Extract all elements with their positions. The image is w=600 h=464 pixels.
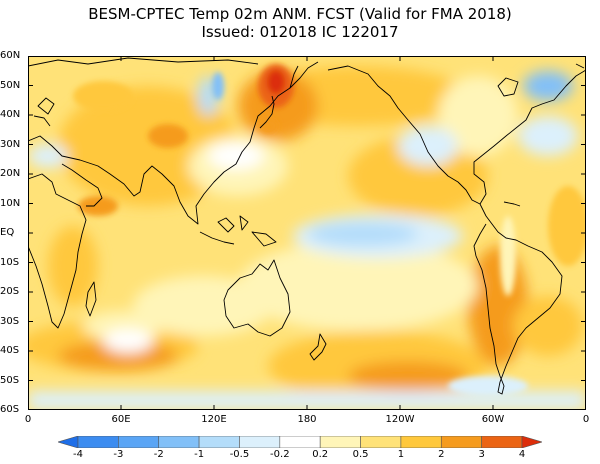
anomaly-hotspots: [73, 64, 586, 396]
colorbar-swatch: [319, 436, 361, 448]
lat-label: 30S: [0, 315, 20, 327]
colorbar-swatch: [239, 436, 281, 448]
colorbar-swatch: [279, 436, 321, 448]
colorbar-tick-label: -2: [153, 449, 164, 460]
lat-label: 30N: [0, 138, 21, 150]
colorbar-swatch: [360, 436, 402, 448]
lon-label: 120W: [385, 414, 415, 425]
lon-label: 60W: [481, 414, 505, 425]
colorbar-swatch: [118, 436, 160, 448]
colorbar-tick-label: -1: [194, 449, 205, 460]
colorbar-tick-label: -4: [73, 449, 83, 460]
lat-label: 20S: [0, 286, 20, 297]
colorbar-tick-label: 0.5: [352, 449, 369, 460]
lat-label: 50N: [0, 79, 21, 91]
colorbar-swatch: [521, 436, 542, 448]
colorbar-tick-label: 1: [397, 449, 405, 460]
lon-label: 0: [582, 414, 590, 425]
lat-label: 60S: [0, 404, 20, 415]
lon-label: 60E: [111, 414, 131, 425]
chart-subtitle: Issued: 012018 IC 122017: [201, 23, 399, 41]
lat-label: 40S: [0, 345, 20, 356]
colorbar-tick-label: 2: [438, 449, 445, 460]
colorbar-tick-label: -3: [113, 449, 124, 460]
colorbar-tick-label: -0.2: [270, 449, 290, 460]
lon-label: 120E: [201, 414, 227, 425]
colorbar-swatch: [481, 436, 523, 448]
map-ticks: [28, 56, 586, 410]
lon-label: 180: [297, 414, 317, 425]
lat-label: 50S: [0, 374, 20, 386]
colorbar-swatch: [400, 436, 442, 448]
lon-label: 0: [24, 414, 32, 425]
lat-label: 10S: [0, 256, 20, 268]
anomaly-map: [28, 56, 586, 410]
lat-label: 60N: [0, 50, 21, 61]
lat-label: 40N: [0, 109, 21, 120]
colorbar-tick-label: -0.5: [229, 449, 250, 460]
colorbar-swatch: [198, 436, 240, 448]
colorbar: [58, 436, 542, 448]
colorbar-swatch: [158, 436, 200, 448]
anomaly-field: [28, 66, 586, 410]
coastlines: [28, 57, 586, 395]
lat-label: 10N: [0, 197, 21, 209]
colorbar-swatch: [58, 436, 79, 448]
lat-label: EQ: [0, 227, 15, 238]
chart-title: BESM-CPTEC Temp 02m ANM. FCST (Valid for…: [88, 5, 512, 23]
colorbar-swatch: [77, 436, 119, 448]
colorbar-tick-label: 3: [478, 449, 485, 460]
colorbar-tick-label: 4: [518, 449, 526, 460]
lat-label: 20N: [0, 168, 21, 179]
colorbar-swatch: [440, 436, 482, 448]
colorbar-tick-label: 0.2: [312, 449, 329, 460]
